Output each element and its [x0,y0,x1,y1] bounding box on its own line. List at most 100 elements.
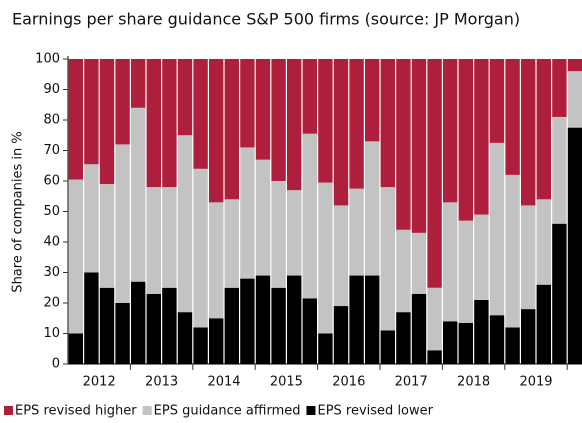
bar-segment [271,287,286,364]
bar-segment [318,182,333,334]
bar-segment [131,107,146,282]
bar-segment [365,275,380,364]
bar-segment [99,184,115,288]
bar-segment [505,59,520,175]
bar-segment [380,59,395,188]
bar-segment [552,223,567,364]
bar-segment [146,59,161,188]
chart-title: Earnings per share guidance S&P 500 firm… [12,10,520,29]
bar-segment [162,187,177,288]
bar-segment [458,59,473,221]
bar-segment [318,59,333,183]
bar-segment [209,318,224,364]
bar-segment [458,220,473,323]
bar-segment [396,229,411,313]
bar-segment [536,284,551,364]
bar-segment [521,205,536,310]
bar-segment [411,293,427,364]
bar-segment [489,142,505,316]
bar-segment [193,59,208,169]
bar-segment [287,275,302,364]
bar-segment [443,202,458,322]
bar-segment [333,59,349,206]
bar-segment [240,59,255,148]
bar-segment [380,330,395,364]
bar-segment [396,312,411,364]
x-tick-label: 2017 [395,375,428,390]
y-axis-label: Share of companies in % [11,131,26,292]
legend-label: EPS revised lower [317,404,433,419]
bar-segment [68,179,83,334]
y-tick-label: 0 [52,357,60,372]
legend-swatch [4,406,13,415]
y-tick-label: 70 [43,143,60,158]
bar-segment [427,287,442,351]
bar-segment [396,59,411,230]
bar-segment [99,59,115,185]
bar-segment [521,309,536,364]
x-tick-label: 2012 [83,375,116,390]
bar-segment [177,312,193,364]
bar-segment [552,116,567,224]
bar-segment [115,144,130,303]
bar-segment [505,327,520,364]
bar-segment [146,293,161,364]
bar-segment [411,59,427,233]
bar-segment [567,59,582,72]
bar-segment [162,59,177,188]
bar-segment [302,59,317,134]
bar-segment [255,159,271,276]
bar-segment [521,59,536,206]
bar-segment [552,59,567,117]
bar-segment [489,315,505,364]
y-tick-label: 50 [43,204,60,219]
y-tick-label: 20 [43,296,60,311]
bar-segment [380,187,395,331]
bar-segment [115,59,130,145]
bar-segment [68,333,83,364]
bar-segment [333,306,349,364]
y-tick-label: 100 [35,52,60,67]
bar-segment [474,299,489,364]
bar-segment [84,59,99,165]
bar-segment [193,327,208,364]
legend-label: EPS revised higher [15,404,137,419]
bar-segment [349,59,364,189]
x-tick-label: 2014 [207,375,240,390]
bar-segment [271,181,286,288]
bar-segment [287,59,302,191]
bar-segment [318,333,333,364]
bar-segment [224,199,239,288]
bar-segment [177,135,193,313]
bar-segment [255,59,271,160]
y-tick-label: 40 [43,235,60,250]
bar-segment [474,59,489,215]
y-tick-label: 30 [43,265,60,280]
bar-segment [302,298,317,364]
bar-segment [84,272,99,364]
x-tick-label: 2013 [145,375,178,390]
bar-segment [68,59,83,180]
bar-segment [131,59,146,108]
legend-swatch [142,406,152,415]
bar-segment [365,141,380,276]
y-tick-label: 10 [43,326,60,341]
bar-segment [209,202,224,319]
bar-segment [458,322,473,364]
bar-segment [536,59,551,200]
y-tick-label: 60 [43,174,60,189]
bar-segment [209,59,224,203]
x-tick-label: 2016 [332,375,365,390]
bar-segment [505,174,520,328]
bar-segment [443,59,458,203]
bar-segment [474,214,489,300]
bar-segment [427,59,442,288]
bar-segment [427,350,442,364]
bar-segment [287,190,302,276]
bar-segment [567,127,582,364]
bar-segment [567,71,582,128]
bar-segment [411,232,427,294]
bar-segment [146,187,161,294]
bar-segment [255,275,271,364]
